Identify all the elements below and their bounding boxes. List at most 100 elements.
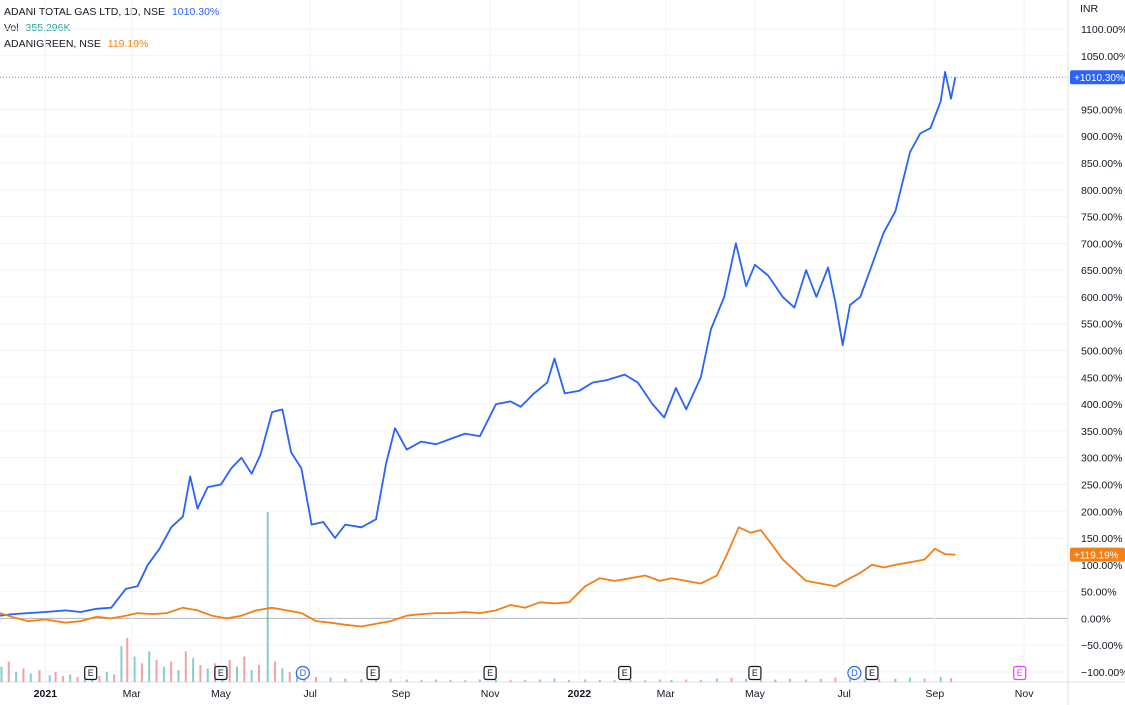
y-tick-label: 850.00% xyxy=(1081,158,1122,170)
legend-row-main[interactable]: ADANI TOTAL GAS LTD, 1D, NSE 1010.30% xyxy=(4,4,219,20)
y-tick-label: 1100.00% xyxy=(1081,24,1125,36)
main-series-line[interactable] xyxy=(0,71,957,617)
volume-bar xyxy=(105,671,108,682)
x-tick-label: 2022 xyxy=(568,688,592,700)
volume-bar xyxy=(849,678,852,682)
earnings-marker[interactable]: E xyxy=(214,665,228,681)
earnings-marker[interactable]: E xyxy=(84,665,98,681)
legend-main-name: ADANI TOTAL GAS LTD, 1D, NSE xyxy=(4,6,166,18)
y-tick-label: 950.00% xyxy=(1081,104,1122,116)
dividend-icon xyxy=(847,665,862,681)
y-tick-label: 350.00% xyxy=(1081,426,1122,438)
earnings-icon xyxy=(1013,665,1027,681)
volume-bar xyxy=(538,679,541,682)
x-tick-label: Jul xyxy=(303,688,316,700)
earnings-icon xyxy=(214,665,228,681)
y-tick-label: 900.00% xyxy=(1081,131,1122,143)
x-tick-label: Mar xyxy=(657,688,676,700)
volume-bar xyxy=(15,671,18,682)
volume-bar xyxy=(598,679,601,682)
volume-bar xyxy=(389,678,392,682)
y-tick-label: 400.00% xyxy=(1081,399,1122,411)
legend-row-compare[interactable]: ADANIGREEN, NSE 119.19% xyxy=(4,36,219,52)
earnings-marker-label: E xyxy=(752,668,758,678)
y-tick-label: 100.00% xyxy=(1081,560,1122,572)
earnings-icon xyxy=(483,665,497,681)
volume-bar xyxy=(819,678,822,682)
volume-bar xyxy=(658,679,661,682)
volume-bar xyxy=(61,676,64,682)
main-last-tag xyxy=(1070,70,1125,85)
volume-bar xyxy=(420,679,423,682)
y-tick-label: 600.00% xyxy=(1081,292,1122,304)
compare-series-line[interactable] xyxy=(0,526,956,628)
volume-bar xyxy=(730,677,733,682)
volume-bar xyxy=(613,680,616,682)
future_earnings-marker[interactable]: E xyxy=(1013,665,1027,681)
volume-bar xyxy=(206,668,209,682)
volume-bar xyxy=(274,661,277,682)
compare-last-tag xyxy=(1070,547,1125,562)
currency-label: INR xyxy=(1080,3,1099,15)
volume-bar xyxy=(434,679,437,682)
dividend-icon xyxy=(295,665,310,681)
earnings-icon xyxy=(84,665,98,681)
y-tick-label: 450.00% xyxy=(1081,372,1122,384)
volume-bar xyxy=(29,673,32,682)
earnings-icon xyxy=(865,665,879,681)
earnings-marker[interactable]: E xyxy=(865,665,879,681)
volume-bar xyxy=(715,678,718,682)
y-tick-label: 550.00% xyxy=(1081,319,1122,331)
earnings-marker[interactable]: E xyxy=(618,665,632,681)
legend-row-vol[interactable]: Vol 355.296K xyxy=(4,20,219,36)
volume-bar xyxy=(894,678,897,682)
earnings-marker-label: E xyxy=(487,668,493,678)
earnings-icon xyxy=(618,665,632,681)
earnings-marker[interactable]: E xyxy=(366,665,380,681)
volume-bar xyxy=(584,679,587,682)
dividend-marker[interactable]: D xyxy=(295,665,310,681)
volume-bar xyxy=(509,680,512,682)
volume-bar xyxy=(360,679,363,682)
volume-bar xyxy=(113,674,116,682)
x-axis[interactable]: 2021 Mar May Jul Sep Nov 2022 Mar May Jul Sep Nov xyxy=(34,688,1035,700)
volume-bar xyxy=(759,678,762,682)
volume-bar xyxy=(7,661,10,682)
y-tick-label: −50.00% xyxy=(1081,640,1123,652)
earnings-marker[interactable]: E xyxy=(483,665,497,681)
y-axis[interactable]: 1100.00% 1050.00% 950.00% 900.00% 850.00% 800… xyxy=(1070,24,1125,679)
volume-bar xyxy=(236,666,239,682)
x-tick-label: May xyxy=(745,688,766,700)
volume-bar xyxy=(494,679,497,682)
volume-bar xyxy=(288,671,291,682)
y-tick-label: 150.00% xyxy=(1081,533,1122,545)
y-tick-label: 500.00% xyxy=(1081,346,1122,358)
volume-bar xyxy=(449,679,452,682)
earnings-marker[interactable]: E xyxy=(748,665,762,681)
volume-bar xyxy=(162,666,165,682)
legend: ADANI TOTAL GAS LTD, 1D, NSE 1010.30% Vo… xyxy=(4,4,219,52)
volume-bar xyxy=(0,666,3,682)
legend-vol-value: 355.296K xyxy=(25,22,71,34)
volume-bar xyxy=(745,678,748,682)
volume-bar xyxy=(344,678,347,682)
volume-bar xyxy=(405,679,408,682)
x-tick-label: May xyxy=(211,688,232,700)
y-tick-label: 800.00% xyxy=(1081,185,1122,197)
volume-bar xyxy=(863,679,866,682)
volume-bar xyxy=(192,658,195,682)
dividend-marker[interactable]: D xyxy=(847,665,862,681)
volume-bar xyxy=(908,677,911,682)
volume-bar xyxy=(155,659,158,682)
dividend-marker-label: D xyxy=(300,668,307,678)
earnings-marker-label: E xyxy=(622,668,628,678)
volume-bar xyxy=(295,673,298,682)
volume-bar xyxy=(120,646,123,682)
volume-bar xyxy=(184,651,187,682)
volume-bar xyxy=(257,665,260,682)
volume-bar xyxy=(939,676,942,682)
volume-bar xyxy=(281,668,284,682)
series-lines xyxy=(0,71,1068,628)
